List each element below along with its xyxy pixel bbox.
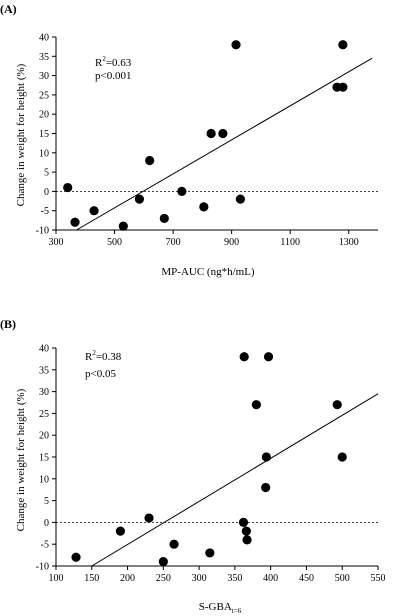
x-tick-label: 100: [49, 573, 64, 584]
data-point: [242, 535, 252, 545]
panel-a-label: (A): [0, 2, 17, 16]
panel-b-p-value: p<0.05: [85, 368, 116, 380]
y-tick-label: -10: [36, 562, 49, 573]
panel-b-x-axis-title: S-GBAt=6: [199, 601, 242, 615]
y-tick-label: 5: [44, 168, 49, 179]
y-tick-label: 30: [39, 71, 49, 82]
x-tick-label: 300: [49, 237, 64, 248]
x-tick-label: 1300: [339, 237, 359, 248]
data-point: [169, 539, 179, 549]
data-point: [158, 557, 168, 567]
x-tick-label: 500: [107, 237, 122, 248]
x-tick-label: 300: [192, 573, 207, 584]
x-tick-label: 250: [156, 573, 171, 584]
y-tick-label: 35: [39, 52, 49, 63]
data-point: [261, 452, 271, 462]
panel-a: (A) -10 -5 0 5 10 15 20 25 30 35 40 300 500 700 900 11…: [0, 2, 378, 278]
data-point: [71, 552, 81, 562]
data-point: [63, 182, 73, 193]
panel-a-r-squared: R2=0.63: [95, 55, 132, 69]
data-point: [134, 194, 145, 204]
data-point: [337, 452, 347, 462]
x-tick-label: 350: [227, 573, 242, 584]
panel-a-x-axis-title: MP-AUC (ng*h/mL): [161, 266, 255, 278]
y-tick-label: 40: [39, 33, 49, 44]
panel-b-points: [71, 352, 347, 567]
data-point: [251, 400, 261, 410]
x-tick-label: 550: [371, 573, 386, 584]
data-point: [89, 206, 99, 216]
data-point: [70, 217, 80, 227]
y-tick-label: 0: [44, 518, 49, 529]
y-tick-label: 20: [39, 110, 49, 121]
data-point: [239, 352, 249, 362]
panel-a-p-value: p<0.001: [95, 70, 131, 82]
y-tick-label: 10: [39, 148, 49, 159]
y-tick-label: 35: [39, 365, 49, 376]
panel-a-points: [63, 40, 348, 231]
data-point: [205, 548, 215, 558]
x-tick-label: 1100: [280, 237, 300, 248]
y-tick-label: 30: [39, 387, 49, 398]
data-point: [261, 482, 271, 493]
x-tick-label: 900: [224, 237, 239, 248]
data-point: [206, 128, 216, 139]
data-point: [338, 82, 348, 92]
y-tick-label: -5: [41, 540, 49, 551]
y-tick-label: 5: [44, 496, 49, 507]
y-tick-label: 15: [39, 129, 49, 140]
panel-b-fit-line: [91, 393, 379, 567]
panel-b: (B) -10 -5 0 5 10 15 20 25 30 35 40 100 150 200 250 30…: [0, 317, 386, 615]
data-point: [263, 352, 274, 362]
panel-a-y-axis-title: Change in weight for height (%): [15, 63, 27, 206]
data-point: [238, 517, 249, 528]
panel-b-x-ticks: 100 150 200 250 300 350 400 450 500 550: [49, 566, 386, 584]
x-tick-label: 450: [299, 573, 314, 584]
x-tick-label: 700: [166, 237, 181, 248]
x-tick-label: 400: [263, 573, 278, 584]
y-tick-label: 15: [39, 453, 49, 464]
y-tick-label: -5: [41, 206, 49, 217]
panel-a-x-ticks: 300 500 700 900 1100 1300: [49, 230, 359, 248]
data-point: [177, 186, 187, 196]
y-tick-label: 25: [39, 409, 49, 420]
data-point: [332, 400, 342, 410]
panel-b-label: (B): [0, 317, 16, 331]
panel-a-fit-line: [76, 57, 373, 231]
data-point: [231, 40, 241, 50]
data-point: [218, 128, 228, 139]
panel-a-y-ticks: -10 -5 0 5 10 15 20 25 30 35 40: [36, 33, 56, 237]
y-tick-label: 25: [39, 90, 49, 101]
x-tick-label: 200: [120, 573, 135, 584]
panel-b-r-squared: R2=0.38: [85, 349, 122, 363]
y-tick-label: 10: [39, 474, 49, 485]
y-tick-label: 40: [39, 344, 49, 355]
x-tick-label: 150: [84, 573, 99, 584]
panel-b-y-ticks: -10 -5 0 5 10 15 20 25 30 35 40: [36, 344, 56, 573]
data-point: [145, 155, 155, 166]
data-point: [241, 526, 251, 536]
data-point: [199, 202, 209, 212]
data-point: [338, 40, 348, 50]
y-tick-label: -10: [36, 226, 49, 237]
x-tick-label: 500: [335, 573, 350, 584]
data-point: [118, 221, 128, 231]
data-point: [159, 213, 169, 224]
data-point: [235, 194, 246, 204]
data-point: [115, 526, 125, 536]
data-point: [144, 513, 154, 523]
y-tick-label: 0: [44, 187, 49, 198]
panel-b-y-axis-title: Change in weight for height (%): [15, 388, 27, 531]
y-tick-label: 20: [39, 431, 49, 442]
